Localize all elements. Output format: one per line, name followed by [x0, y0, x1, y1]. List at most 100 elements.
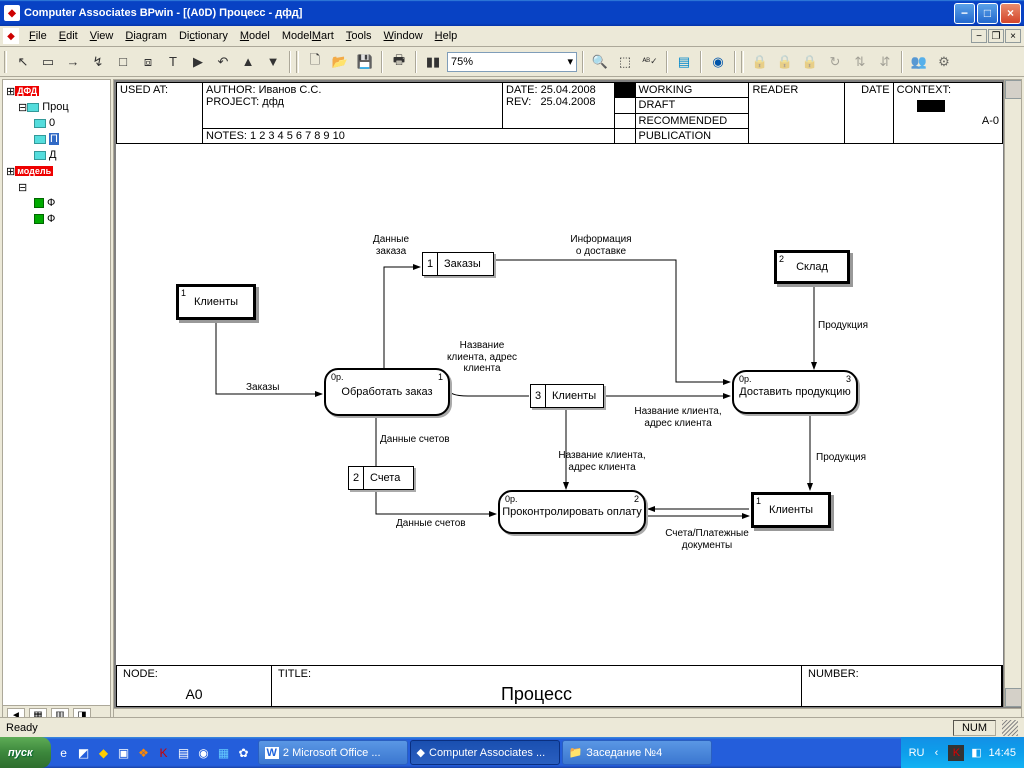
vertical-scrollbar[interactable] — [1004, 80, 1021, 707]
tool-go-parent[interactable]: ▶ — [187, 51, 209, 73]
diagram-body[interactable]: 1Клиенты 2Склад 1Клиенты 0р.1Обработать … — [116, 144, 1003, 665]
toolbar-grip[interactable] — [4, 51, 7, 73]
diagram-canvas[interactable]: USED AT: AUTHOR: Иванов С.С. PROJECT: дф… — [113, 79, 1022, 726]
mm-btn8[interactable]: ⚙ — [933, 51, 955, 73]
new-file-button[interactable]: 🗋 — [304, 51, 326, 73]
tool-down-icon[interactable]: ▼ — [262, 51, 284, 73]
window-minimize-button[interactable]: − — [954, 3, 975, 24]
ql-icon[interactable]: K — [155, 742, 173, 764]
process-box[interactable]: 0р.1Обработать заказ — [324, 368, 450, 416]
window-maximize-button[interactable]: □ — [977, 3, 998, 24]
menu-tools[interactable]: Tools — [340, 28, 378, 44]
tree-node[interactable]: ⊟ — [6, 179, 107, 195]
taskbar-item-active[interactable]: ◆Computer Associates ... — [410, 740, 560, 765]
tool-text[interactable]: T — [162, 51, 184, 73]
start-button[interactable]: пуск — [0, 737, 51, 768]
process-box[interactable]: 0р.3Доставить продукцию — [732, 370, 858, 414]
menu-dictionary[interactable]: Dictionary — [173, 28, 234, 44]
mm-btn3[interactable]: 🔒 — [799, 51, 821, 73]
tree-node-selected[interactable]: П — [6, 131, 107, 147]
ql-icon[interactable]: ❖ — [135, 742, 153, 764]
tool-arrow[interactable]: → — [62, 51, 84, 73]
external-entity[interactable]: 1Клиенты — [176, 284, 256, 320]
diagram-footer: NODE:A0 TITLE:Процесс NUMBER: — [116, 665, 1003, 707]
tool-datastore[interactable]: ⧈ — [137, 51, 159, 73]
tray-icon[interactable]: ‹ — [928, 745, 944, 761]
mdi-icon[interactable]: ◆ — [3, 28, 19, 44]
tree-node[interactable]: 0 — [6, 115, 107, 131]
arrow-label: Продукция — [818, 320, 868, 332]
window-close-button[interactable]: × — [1000, 3, 1021, 24]
mm-btn4[interactable]: ↻ — [824, 51, 846, 73]
tree-node[interactable]: Ф — [6, 211, 107, 227]
tray-kaspersky-icon[interactable]: K — [948, 745, 964, 761]
tray-icon[interactable]: ◧ — [968, 745, 984, 761]
tool-undo-nav[interactable]: ↶ — [212, 51, 234, 73]
process-box[interactable]: 0р.2Проконтролировать оплату — [498, 490, 646, 534]
menu-modelmart[interactable]: ModelMart — [276, 28, 340, 44]
ql-icon[interactable]: ▦ — [215, 742, 233, 764]
external-entity[interactable]: 1Клиенты — [751, 492, 831, 528]
tree-node[interactable]: ⊞ модель — [6, 163, 107, 179]
mm-btn2[interactable]: 🔒 — [774, 51, 796, 73]
zoom-area-button[interactable]: ⬚ — [614, 51, 636, 73]
open-file-button[interactable]: 📂 — [329, 51, 351, 73]
tree-node[interactable]: Ф — [6, 195, 107, 211]
toolbar-grip[interactable] — [296, 51, 299, 73]
menu-model[interactable]: Model — [234, 28, 276, 44]
ql-icon[interactable]: ◩ — [75, 742, 93, 764]
arrow-label: Название клиента, адрес клиента — [618, 406, 738, 429]
ql-icon[interactable]: ✿ — [235, 742, 253, 764]
report-button[interactable]: ▮▮ — [422, 51, 444, 73]
toolbar: ↖ ▭ → ↯ □ ⧈ T ▶ ↶ ▲ ▼ 🗋 📂 💾 🖶 ▮▮ 75% 🔍 ⬚… — [0, 47, 1024, 77]
ql-icon[interactable]: ◆ — [95, 742, 113, 764]
spellcheck-button[interactable]: ᴬᴮ✓ — [639, 51, 661, 73]
arrow-label: Данные счетов — [396, 518, 466, 530]
mdi-restore-button[interactable]: ❐ — [988, 29, 1004, 43]
save-button[interactable]: 💾 — [354, 51, 376, 73]
menu-view[interactable]: View — [84, 28, 120, 44]
menu-help[interactable]: Help — [429, 28, 464, 44]
tree-node[interactable]: Д — [6, 147, 107, 163]
print-button[interactable]: 🖶 — [388, 51, 410, 73]
datastore[interactable]: 2Счета — [348, 466, 414, 490]
modelmart-button[interactable]: ◉ — [707, 51, 729, 73]
tool-up-icon[interactable]: ▲ — [237, 51, 259, 73]
mdi-close-button[interactable]: × — [1005, 29, 1021, 43]
tool-activity-box[interactable]: ▭ — [37, 51, 59, 73]
mm-btn1[interactable]: 🔒 — [749, 51, 771, 73]
tool-squiggle[interactable]: ↯ — [87, 51, 109, 73]
mdi-minimize-button[interactable]: − — [971, 29, 987, 43]
toolbar-grip[interactable] — [741, 51, 744, 73]
arrow-label: Продукция — [816, 452, 866, 464]
tree-node[interactable]: ⊟ Проц — [6, 99, 107, 115]
taskbar-item[interactable]: 📁Заседание №4 — [562, 740, 712, 765]
mm-btn5[interactable]: ⇅ — [849, 51, 871, 73]
taskbar: пуск e ◩ ◆ ▣ ❖ K ▤ ◉ ▦ ✿ W2 Microsoft Of… — [0, 737, 1024, 768]
datastore[interactable]: 1Заказы — [422, 252, 494, 276]
menu-edit[interactable]: Edit — [53, 28, 84, 44]
tool-external[interactable]: □ — [112, 51, 134, 73]
zoom-select[interactable]: 75% — [447, 52, 577, 72]
ql-icon[interactable]: ▣ — [115, 742, 133, 764]
external-entity[interactable]: 2Склад — [774, 250, 850, 284]
tray-lang[interactable]: RU — [909, 747, 925, 759]
datastore[interactable]: 3Клиенты — [530, 384, 604, 408]
ql-icon[interactable]: ◉ — [195, 742, 213, 764]
mm-btn7[interactable]: 👥 — [908, 51, 930, 73]
menu-file[interactable]: File — [23, 28, 53, 44]
size-grip-icon[interactable] — [1002, 720, 1018, 736]
taskbar-item[interactable]: W2 Microsoft Office ... — [258, 740, 408, 765]
zoom-fit-button[interactable]: 🔍 — [589, 51, 611, 73]
ql-ie-icon[interactable]: e — [55, 742, 73, 764]
menu-diagram[interactable]: Diagram — [119, 28, 173, 44]
ql-icon[interactable]: ▤ — [175, 742, 193, 764]
arrow-label: Счета/Платежные документы — [652, 528, 762, 551]
system-tray: RU ‹ K ◧ 14:45 — [901, 737, 1024, 768]
menu-window[interactable]: Window — [378, 28, 429, 44]
tree-node[interactable]: ⊞ ДФД — [6, 83, 107, 99]
tray-clock[interactable]: 14:45 — [988, 747, 1016, 759]
tool-pointer[interactable]: ↖ — [12, 51, 34, 73]
model-explorer-button[interactable]: ▤ — [673, 51, 695, 73]
mm-btn6[interactable]: ⇵ — [874, 51, 896, 73]
